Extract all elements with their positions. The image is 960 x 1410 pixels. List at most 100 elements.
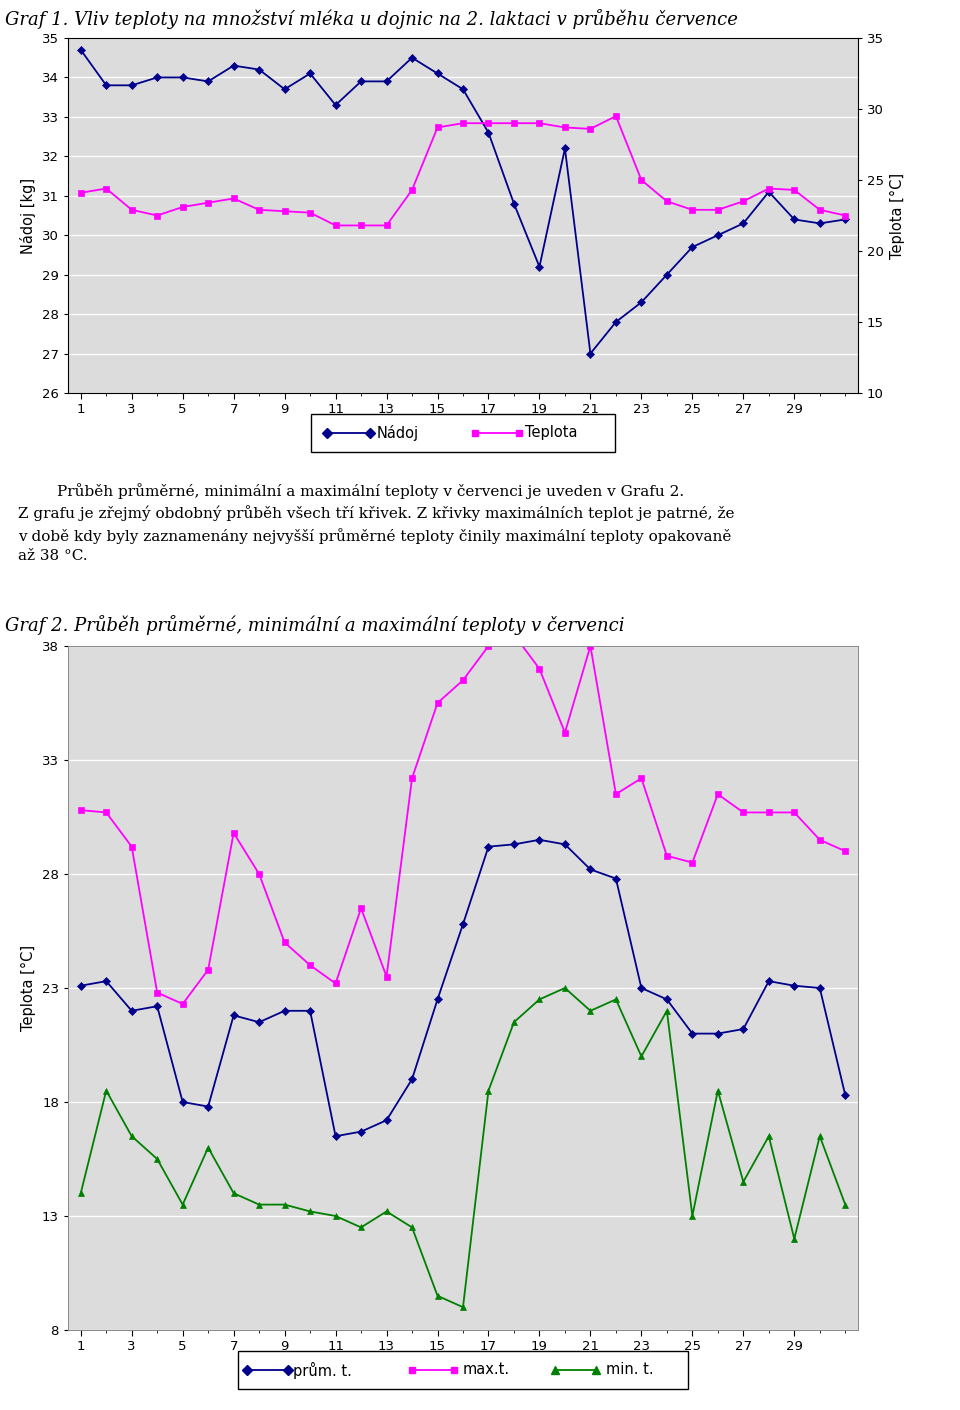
Line: min. t.: min. t. <box>77 984 849 1311</box>
Text: Teplota: Teplota <box>525 426 578 440</box>
Text: Průběh průměrné, minimální a maximální teploty v červenci je uveden v Grafu 2.
Z: Průběh průměrné, minimální a maximální t… <box>18 484 734 563</box>
max.t. <box>304 957 316 974</box>
max.t. <box>126 838 137 854</box>
min. t. <box>228 1184 239 1201</box>
prům. t. <box>559 836 570 853</box>
prům. t. <box>278 1003 290 1019</box>
min. t. <box>101 1081 112 1098</box>
min. t. <box>559 980 570 997</box>
min. t. <box>126 1128 137 1145</box>
prům. t. <box>712 1025 724 1042</box>
max.t. <box>788 804 800 821</box>
Y-axis label: Teplota [°C]: Teplota [°C] <box>890 172 904 258</box>
max.t. <box>381 969 393 986</box>
min. t. <box>355 1218 367 1235</box>
max.t. <box>101 804 112 821</box>
max.t. <box>152 984 163 1001</box>
max.t. <box>483 637 494 654</box>
max.t. <box>534 660 545 677</box>
prům. t. <box>101 973 112 990</box>
Text: prům. t.: prům. t. <box>293 1362 351 1379</box>
max.t. <box>712 785 724 802</box>
min. t. <box>381 1203 393 1220</box>
prům. t. <box>508 836 519 853</box>
max.t. <box>611 785 622 802</box>
prům. t. <box>611 870 622 887</box>
Y-axis label: Teplota [°C]: Teplota [°C] <box>21 945 36 1031</box>
min. t. <box>278 1196 290 1213</box>
min. t. <box>177 1196 188 1213</box>
prům. t. <box>177 1094 188 1111</box>
max.t. <box>508 626 519 643</box>
max.t. <box>559 725 570 742</box>
max.t. <box>457 671 468 688</box>
prům. t. <box>432 991 444 1008</box>
X-axis label: Den: Den <box>448 422 478 437</box>
min. t. <box>661 1003 673 1019</box>
prům. t. <box>839 1087 851 1104</box>
min. t. <box>330 1207 342 1224</box>
min. t. <box>253 1196 265 1213</box>
min. t. <box>636 1048 647 1065</box>
FancyBboxPatch shape <box>238 1351 688 1389</box>
prům. t. <box>355 1124 367 1141</box>
max.t. <box>636 770 647 787</box>
prům. t. <box>304 1003 316 1019</box>
min. t. <box>203 1139 214 1156</box>
min. t. <box>611 991 622 1008</box>
prům. t. <box>203 1098 214 1115</box>
min. t. <box>152 1151 163 1167</box>
prům. t. <box>737 1021 749 1038</box>
max.t. <box>432 695 444 712</box>
max.t. <box>203 962 214 979</box>
Text: Graf 2. Průběh průměrné, minimální a maximální teploty v červenci: Graf 2. Průběh průměrné, minimální a max… <box>5 615 625 634</box>
prům. t. <box>534 832 545 849</box>
min. t. <box>788 1231 800 1248</box>
X-axis label: Den: Den <box>448 1359 478 1373</box>
prům. t. <box>152 998 163 1015</box>
min. t. <box>432 1287 444 1304</box>
min. t. <box>483 1081 494 1098</box>
max.t. <box>406 770 418 787</box>
max.t. <box>278 933 290 950</box>
prům. t. <box>661 991 673 1008</box>
prům. t. <box>788 977 800 994</box>
prům. t. <box>814 980 826 997</box>
min. t. <box>686 1207 698 1224</box>
prům. t. <box>636 980 647 997</box>
min. t. <box>457 1299 468 1316</box>
max.t. <box>686 854 698 871</box>
max.t. <box>75 802 86 819</box>
prům. t. <box>585 862 596 878</box>
FancyBboxPatch shape <box>311 413 615 453</box>
prům. t. <box>406 1070 418 1087</box>
prům. t. <box>381 1111 393 1128</box>
min. t. <box>763 1128 775 1145</box>
min. t. <box>839 1196 851 1213</box>
max.t. <box>737 804 749 821</box>
max.t. <box>661 847 673 864</box>
Text: max.t.: max.t. <box>463 1362 510 1378</box>
prům. t. <box>483 838 494 854</box>
prům. t. <box>763 973 775 990</box>
Text: Graf 1. Vliv teploty na množství mléka u dojnic na 2. laktaci v průběhu července: Graf 1. Vliv teploty na množství mléka u… <box>5 8 738 30</box>
prům. t. <box>686 1025 698 1042</box>
max.t. <box>253 866 265 883</box>
max.t. <box>228 825 239 842</box>
max.t. <box>330 974 342 991</box>
prům. t. <box>330 1128 342 1145</box>
min. t. <box>814 1128 826 1145</box>
max.t. <box>763 804 775 821</box>
min. t. <box>534 991 545 1008</box>
max.t. <box>814 832 826 849</box>
Line: prům. t.: prům. t. <box>78 836 849 1139</box>
min. t. <box>585 1003 596 1019</box>
prům. t. <box>75 977 86 994</box>
max.t. <box>585 637 596 654</box>
prům. t. <box>457 915 468 932</box>
min. t. <box>75 1184 86 1201</box>
prům. t. <box>126 1003 137 1019</box>
max.t. <box>355 900 367 916</box>
min. t. <box>737 1173 749 1190</box>
Text: Nádoj: Nádoj <box>376 424 419 441</box>
